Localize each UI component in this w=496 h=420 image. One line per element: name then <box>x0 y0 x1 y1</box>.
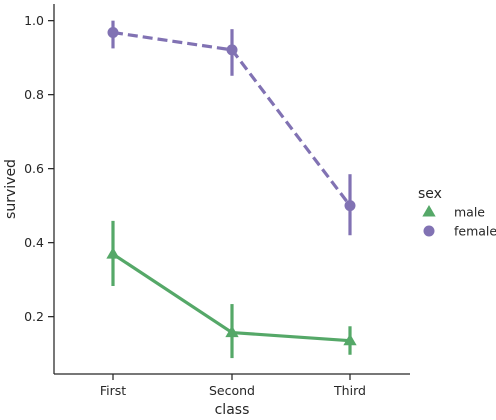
series-male <box>106 220 357 359</box>
data-point-male <box>225 325 239 338</box>
y-tick-label: 1.0 <box>24 13 44 28</box>
legend-entry-female: female <box>423 224 496 239</box>
x-axis-title: class <box>215 402 250 418</box>
y-ticks: 0.2 0.4 0.6 0.8 1.0 <box>24 13 54 324</box>
y-tick-label: 0.6 <box>24 161 44 176</box>
y-tick-label: 0.4 <box>24 235 44 250</box>
legend-entries: male female <box>422 205 496 239</box>
legend-entry-male: male <box>422 205 485 220</box>
legend: sex male female <box>418 186 496 239</box>
legend-label-female: female <box>454 224 496 239</box>
legend-marker-male <box>422 205 436 217</box>
legend-title: sex <box>418 186 442 202</box>
legend-label-male: male <box>454 205 485 220</box>
x-tick-label: Second <box>209 383 255 398</box>
y-tick-label: 0.2 <box>24 309 44 324</box>
series-layer <box>106 20 357 359</box>
data-point-male <box>343 333 357 346</box>
data-point-female <box>226 44 238 56</box>
y-tick-label: 0.8 <box>24 87 44 102</box>
axes: 0.2 0.4 0.6 0.8 1.0 First Second Third <box>24 4 410 398</box>
data-point-female <box>107 26 119 38</box>
series-female <box>107 20 356 236</box>
y-axis-title: survived <box>3 159 19 219</box>
x-tick-label: Third <box>333 383 366 398</box>
x-tick-label: First <box>100 383 126 398</box>
data-point-female <box>344 200 356 212</box>
legend-marker-female <box>423 225 435 237</box>
x-ticks: First Second Third <box>100 374 366 398</box>
data-point-male <box>106 247 120 259</box>
